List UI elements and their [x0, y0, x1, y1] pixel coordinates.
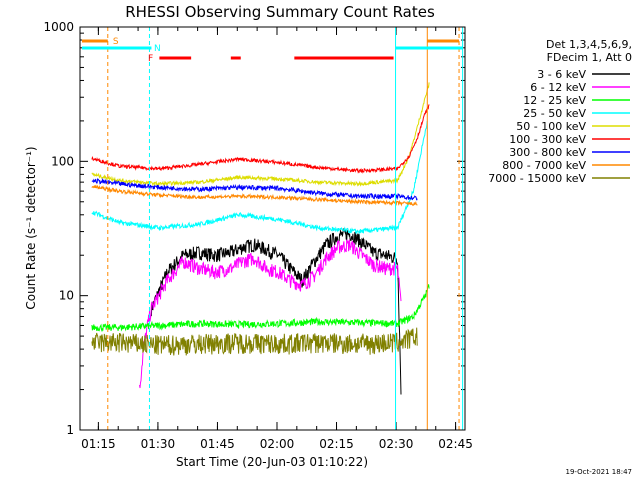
legend-label: 300 - 800 keV	[509, 146, 586, 159]
plot-frame	[79, 26, 466, 431]
legend-header: FDecim 1, Att 0	[547, 51, 632, 64]
series-line-8	[91, 327, 418, 356]
y-axis-label: Count Rate (s⁻¹ detector⁻¹)	[24, 146, 38, 309]
legend-header: Det 1,3,4,5,6,9,	[546, 38, 632, 51]
legend-label: 12 - 25 keV	[523, 94, 586, 107]
legend-label: 50 - 100 keV	[516, 120, 586, 133]
y-tick-label: 1000	[43, 20, 74, 34]
flag-label: N	[154, 44, 161, 54]
series-line-2	[91, 284, 430, 333]
flag-label: F	[148, 54, 153, 64]
flag-label: S	[113, 37, 119, 47]
legend-label: 25 - 50 keV	[523, 107, 586, 120]
y-tick-label: 10	[59, 289, 74, 303]
y-tick-label: 1	[66, 423, 74, 437]
series-line-1	[139, 239, 402, 389]
timestamp: 19-Oct-2021 18:47	[566, 468, 632, 476]
legend: Det 1,3,4,5,6,9,FDecim 1, Att 0 3 - 6 keV…	[488, 38, 632, 185]
x-tick-label: 02:00	[260, 437, 295, 451]
y-tick-label: 100	[51, 154, 74, 168]
x-tick-label: 01:45	[200, 437, 235, 451]
legend-label: 3 - 6 keV	[537, 68, 586, 81]
chart-title: RHESSI Observing Summary Count Rates	[125, 3, 435, 21]
x-axis-label: Start Time (20-Jun-03 01:10:22)	[176, 455, 368, 469]
series-line-7	[91, 184, 418, 207]
x-tick-label: 02:15	[319, 437, 354, 451]
series-line-5	[91, 104, 430, 174]
x-tick-label: 01:15	[81, 437, 116, 451]
x-tick-label: 02:45	[438, 437, 473, 451]
series-line-0	[150, 228, 402, 395]
plot-area: 1 10 100 1000 01:15 01:30 01:45 02:00 02:15 02:30…	[43, 20, 472, 451]
series-line-6	[91, 177, 418, 201]
legend-label: 7000 - 15000 keV	[488, 172, 586, 185]
legend-label: 100 - 300 keV	[509, 133, 586, 146]
legend-label: 800 - 7000 keV	[502, 159, 586, 172]
x-tick-label: 01:30	[141, 437, 176, 451]
series-line-3	[91, 121, 428, 235]
legend-label: 6 - 12 keV	[530, 81, 586, 94]
series-line-4	[91, 82, 430, 187]
x-tick-label: 02:30	[379, 437, 414, 451]
